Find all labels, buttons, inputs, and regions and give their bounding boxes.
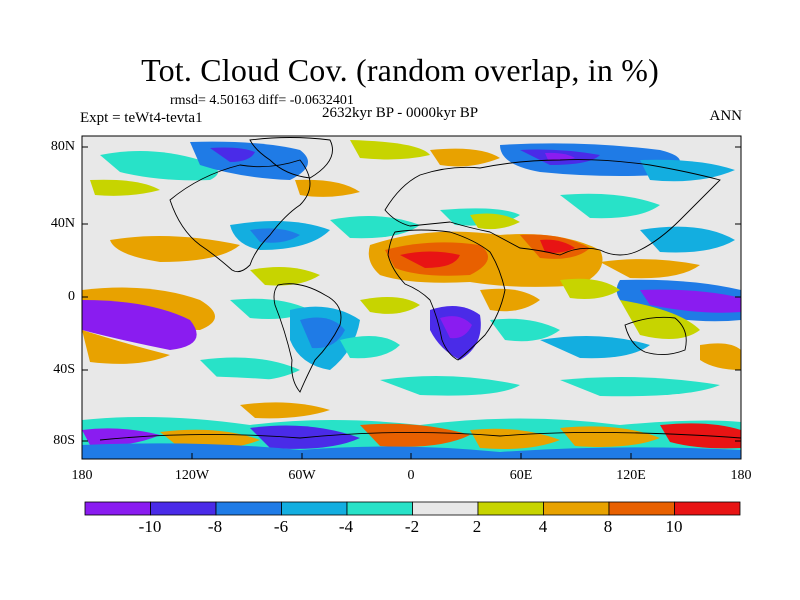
colorbar-label: 4 [538, 517, 548, 536]
colorbar-label: 2 [472, 517, 482, 536]
lon-tick-0: 0 [407, 468, 415, 483]
colorbar-label: -6 [273, 517, 289, 536]
stats-text: rmsd= 4.50163 diff= -0.0632401 [170, 93, 354, 108]
lat-tick-40S: 40S [53, 362, 75, 377]
colorbar-swatch [84, 501, 151, 516]
lat-tick-40N: 40N [50, 216, 75, 231]
axis-ticks [81, 146, 742, 459]
experiment-label: Expt = teWt4-tevta1 [80, 110, 203, 126]
lat-tick-80S: 80S [53, 433, 75, 448]
colorbar-swatch [150, 501, 217, 516]
colorbar-label: -10 [138, 517, 162, 536]
lat-tick-80N: 80N [50, 139, 75, 154]
lon-tick-60W: 60W [288, 468, 316, 483]
season-label: ANN [709, 108, 743, 124]
colorbar-swatch [346, 501, 413, 516]
colorbar-swatch [412, 501, 479, 516]
colorbar-label: -2 [404, 517, 420, 536]
lat-tick-0: 0 [68, 289, 75, 304]
colorbar-swatch [543, 501, 610, 516]
anomaly-field [82, 140, 741, 459]
coastlines [99, 137, 741, 441]
colorbar-swatch [477, 501, 544, 516]
colorbar-swatch [215, 501, 282, 516]
lon-tick-120W: 120W [174, 468, 210, 483]
colorbar-label: -4 [338, 517, 354, 536]
colorbar-label: 10 [665, 517, 683, 536]
colorbar-swatch [674, 501, 741, 516]
colorbar-swatch [281, 501, 348, 516]
colorbar-swatch [608, 501, 675, 516]
period-label: 2632kyr BP - 0000kyr BP [322, 105, 479, 121]
lon-tick-120E: 120E [616, 468, 646, 483]
colorbar-label: -8 [207, 517, 223, 536]
lon-tick-180-east: 180 [730, 468, 752, 483]
map-title: Tot. Cloud Cov. (random overlap, in %) [141, 52, 659, 88]
colorbar [84, 501, 741, 516]
lon-tick-180-west: 180 [71, 468, 93, 483]
lon-tick-60E: 60E [509, 468, 533, 483]
colorbar-label: 8 [603, 517, 613, 536]
